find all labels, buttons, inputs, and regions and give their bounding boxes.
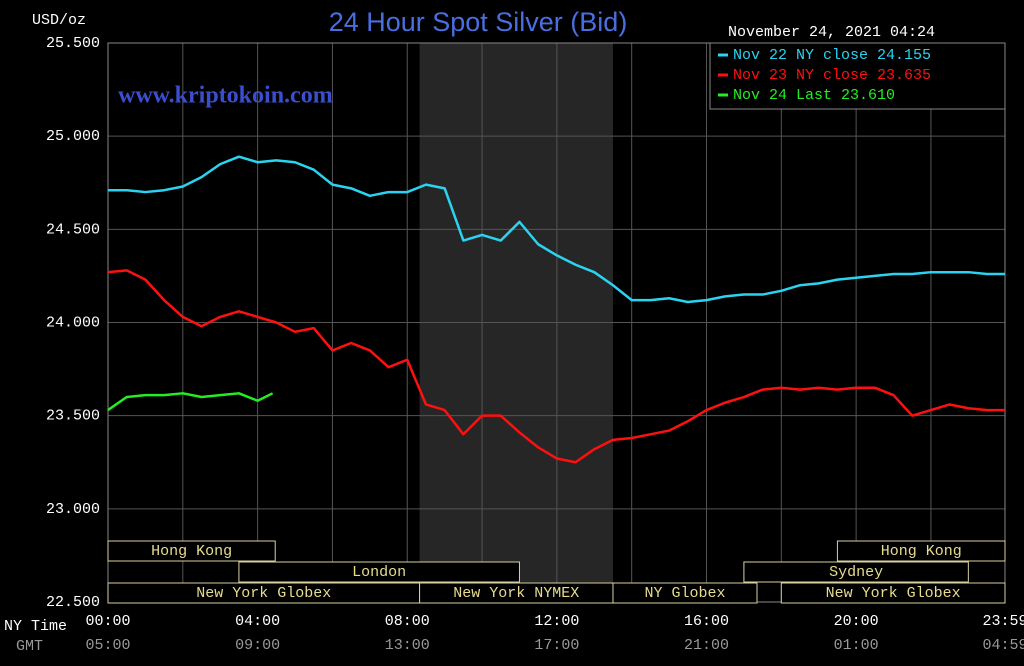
x-tick-label: 00:00 [85, 613, 130, 630]
x2-tick-label: 01:00 [834, 637, 879, 654]
x-tick-label: 16:00 [684, 613, 729, 630]
timestamp: November 24, 2021 04:24 [728, 24, 935, 41]
x2-axis-label: GMT [16, 638, 43, 655]
session-label: Hong Kong [151, 543, 232, 560]
y-tick-label: 23.000 [46, 501, 100, 518]
session-bar [836, 540, 1006, 562]
session-bar [743, 561, 969, 583]
x2-tick-label: 04:59 [982, 637, 1024, 654]
y-tick-label: 25.000 [46, 128, 100, 145]
legend-box [709, 42, 1006, 110]
series-line [107, 392, 274, 412]
x2-tick-label: 17:00 [534, 637, 579, 654]
x-tick-label: 04:00 [235, 613, 280, 630]
session-label: New York NYMEX [453, 585, 579, 602]
legend-entry: Nov 22 NY close 24.155 [733, 47, 931, 64]
session-label: New York Globex [196, 585, 331, 602]
session-bar [107, 540, 276, 562]
series-line [108, 155, 1005, 304]
x2-tick-label: 09:00 [235, 637, 280, 654]
legend-entry: Nov 23 NY close 23.635 [733, 67, 931, 84]
session-bar [780, 582, 1006, 604]
x-tick-label: 12:00 [534, 613, 579, 630]
chart-title: 24 Hour Spot Silver (Bid) [329, 7, 628, 37]
x-axis-label: NY Time [4, 618, 67, 635]
watermark: www.kriptokoin.com [118, 83, 333, 109]
y-axis-label: USD/oz [32, 12, 86, 29]
legend-entry: Nov 24 Last 23.610 [733, 87, 895, 104]
y-tick-label: 22.500 [46, 594, 100, 611]
session-label: London [352, 564, 406, 581]
session-bar [612, 582, 758, 604]
y-tick-label: 24.000 [46, 314, 100, 331]
session-bar [238, 561, 520, 583]
x2-tick-label: 05:00 [85, 637, 130, 654]
x-tick-label: 08:00 [385, 613, 430, 630]
session-label: NY Globex [644, 585, 725, 602]
y-tick-label: 25.500 [46, 35, 100, 52]
y-tick-label: 24.500 [46, 221, 100, 238]
x-tick-label: 20:00 [834, 613, 879, 630]
session-label: New York Globex [826, 585, 961, 602]
x2-tick-label: 21:00 [684, 637, 729, 654]
session-label: Sydney [829, 564, 883, 581]
x-tick-label: 23:59 [982, 613, 1024, 630]
series-line [107, 269, 1005, 464]
y-tick-label: 23.500 [46, 408, 100, 425]
session-label: Hong Kong [881, 543, 962, 560]
x2-tick-label: 13:00 [385, 637, 430, 654]
